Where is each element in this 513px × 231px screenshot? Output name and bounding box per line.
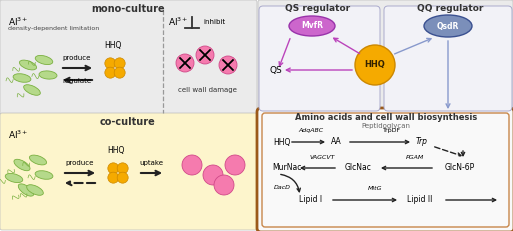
Circle shape: [355, 45, 395, 85]
Text: GlcN-6P: GlcN-6P: [445, 164, 475, 173]
FancyBboxPatch shape: [258, 0, 513, 115]
Text: MltG: MltG: [368, 186, 382, 191]
Ellipse shape: [14, 159, 30, 171]
Ellipse shape: [24, 85, 41, 95]
Text: MvfR: MvfR: [301, 21, 323, 30]
Text: PGAM: PGAM: [406, 155, 424, 160]
Text: produce: produce: [66, 160, 94, 166]
Text: AA: AA: [330, 137, 341, 146]
Text: HHQ: HHQ: [365, 61, 385, 70]
Circle shape: [117, 163, 128, 174]
Circle shape: [219, 56, 237, 74]
Text: Al$^{3+}$: Al$^{3+}$: [8, 129, 29, 141]
FancyBboxPatch shape: [0, 113, 257, 230]
Circle shape: [108, 163, 119, 174]
FancyBboxPatch shape: [384, 6, 512, 111]
Text: density-dependent limitation: density-dependent limitation: [8, 26, 99, 31]
Text: Lipid II: Lipid II: [407, 195, 432, 204]
Circle shape: [176, 54, 194, 72]
Circle shape: [117, 172, 128, 183]
Ellipse shape: [35, 171, 53, 179]
Circle shape: [182, 155, 202, 175]
Circle shape: [214, 175, 234, 195]
FancyBboxPatch shape: [0, 0, 257, 115]
Text: HHQ: HHQ: [107, 146, 125, 155]
Text: DacD: DacD: [273, 185, 290, 190]
Ellipse shape: [19, 60, 36, 70]
Text: Peptidoglycan: Peptidoglycan: [362, 123, 410, 129]
Ellipse shape: [27, 185, 43, 195]
Text: QQ regulator: QQ regulator: [417, 4, 483, 13]
Ellipse shape: [5, 173, 23, 182]
Text: cell wall damage: cell wall damage: [177, 87, 236, 93]
Circle shape: [225, 155, 245, 175]
Ellipse shape: [13, 74, 31, 82]
Text: Lipid I: Lipid I: [300, 195, 323, 204]
Text: VAGCVT: VAGCVT: [309, 155, 335, 160]
Text: mono-culture: mono-culture: [91, 4, 165, 14]
Ellipse shape: [424, 15, 472, 37]
Circle shape: [196, 46, 214, 64]
Text: regulate: regulate: [63, 78, 91, 84]
Text: TrpDF: TrpDF: [383, 128, 401, 133]
Text: AdqABC: AdqABC: [299, 128, 324, 133]
Text: Al$^{3+}$: Al$^{3+}$: [8, 16, 29, 28]
Text: QS regulator: QS regulator: [285, 4, 350, 13]
Circle shape: [203, 165, 223, 185]
Text: Amino acids and cell wall biosynthesis: Amino acids and cell wall biosynthesis: [295, 113, 477, 122]
Circle shape: [108, 172, 119, 183]
Circle shape: [114, 58, 125, 69]
Ellipse shape: [18, 184, 34, 196]
Text: MurNac: MurNac: [272, 164, 301, 173]
Text: produce: produce: [63, 55, 91, 61]
Text: uptake: uptake: [139, 160, 163, 166]
Ellipse shape: [289, 16, 335, 36]
Circle shape: [114, 67, 125, 78]
Ellipse shape: [39, 71, 57, 79]
Text: Trp: Trp: [416, 137, 428, 146]
Circle shape: [105, 58, 116, 69]
FancyBboxPatch shape: [257, 108, 513, 231]
Circle shape: [105, 67, 116, 78]
Text: Al$^{3+}$: Al$^{3+}$: [168, 16, 189, 28]
Text: co-culture: co-culture: [100, 117, 156, 127]
Text: QsdR: QsdR: [437, 21, 459, 30]
Text: inhibit: inhibit: [203, 19, 225, 25]
FancyBboxPatch shape: [259, 6, 380, 111]
Text: HHQ: HHQ: [273, 137, 290, 146]
Ellipse shape: [29, 155, 47, 165]
Text: QS: QS: [270, 66, 283, 75]
Text: GlcNac: GlcNac: [345, 164, 371, 173]
Ellipse shape: [35, 55, 53, 64]
Text: HHQ: HHQ: [104, 41, 122, 50]
